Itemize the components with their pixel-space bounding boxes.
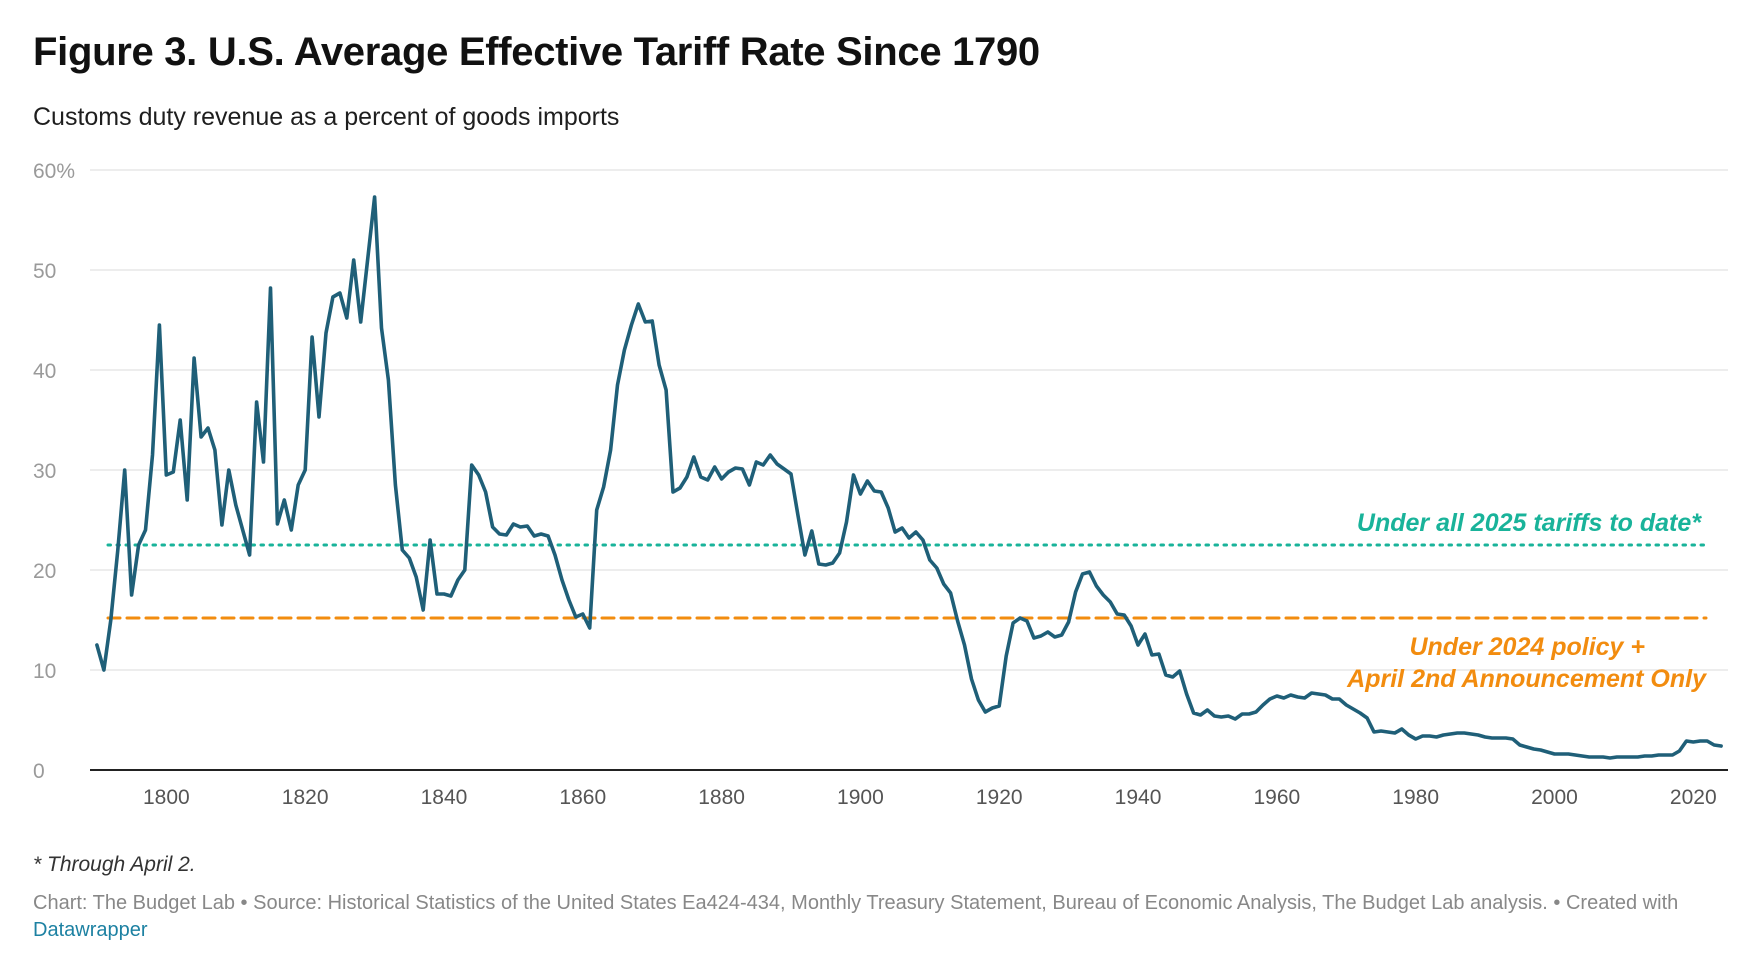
annotation-2024-policy: Under 2024 policy +: [1409, 633, 1645, 661]
y-tick-label: 60%: [33, 160, 75, 183]
x-tick-label: 1980: [1392, 786, 1439, 809]
datawrapper-link[interactable]: Datawrapper: [33, 919, 148, 941]
series-line-layer: [95, 195, 1723, 760]
y-tick-label: 50: [33, 260, 56, 283]
x-tick-label: 1860: [559, 786, 606, 809]
credit-text: Chart: The Budget Lab • Source: Historic…: [33, 892, 1679, 914]
x-tick-label: 2020: [1670, 786, 1717, 809]
x-tick-label: 1840: [421, 786, 468, 809]
x-tick-label: 1940: [1115, 786, 1162, 809]
x-tick-label: 1880: [698, 786, 745, 809]
y-tick-label: 10: [33, 660, 56, 683]
y-tick-label: 20: [33, 560, 56, 583]
x-tick-label: 1960: [1253, 786, 1300, 809]
footnote: * Through April 2.: [33, 853, 196, 876]
x-tick-label: 1800: [143, 786, 190, 809]
annotation-2025-tariffs: Under all 2025 tariffs to date*: [1357, 509, 1702, 537]
gridlines: [90, 169, 1728, 671]
x-tick-label: 1920: [976, 786, 1023, 809]
x-tick-label: 1820: [282, 786, 329, 809]
chart-subtitle: Customs duty revenue as a percent of goo…: [33, 103, 620, 131]
annotations: Under all 2025 tariffs to date* Under 202…: [1346, 509, 1707, 693]
reference-lines: [106, 543, 1708, 620]
tariff-rate-chart: 0 10 20 30 40 50 60% 1800 1820 1840 1860 1880 1900 19…: [33, 160, 1728, 809]
chart-title: Figure 3. U.S. Average Effective Tariff …: [33, 30, 1040, 74]
axes: 0 10 20 30 40 50 60% 1800 1820 1840 1860 1880 1900 19…: [33, 160, 1728, 809]
chart-credit: Chart: The Budget Lab • Source: Historic…: [33, 890, 1723, 944]
y-tick-label: 30: [33, 460, 56, 483]
y-tick-label: 40: [33, 360, 56, 383]
x-tick-label: 2000: [1531, 786, 1578, 809]
annotation-2024-policy: April 2nd Announcement Only: [1346, 665, 1707, 693]
y-tick-label: 0: [33, 760, 45, 783]
x-tick-label: 1900: [837, 786, 884, 809]
